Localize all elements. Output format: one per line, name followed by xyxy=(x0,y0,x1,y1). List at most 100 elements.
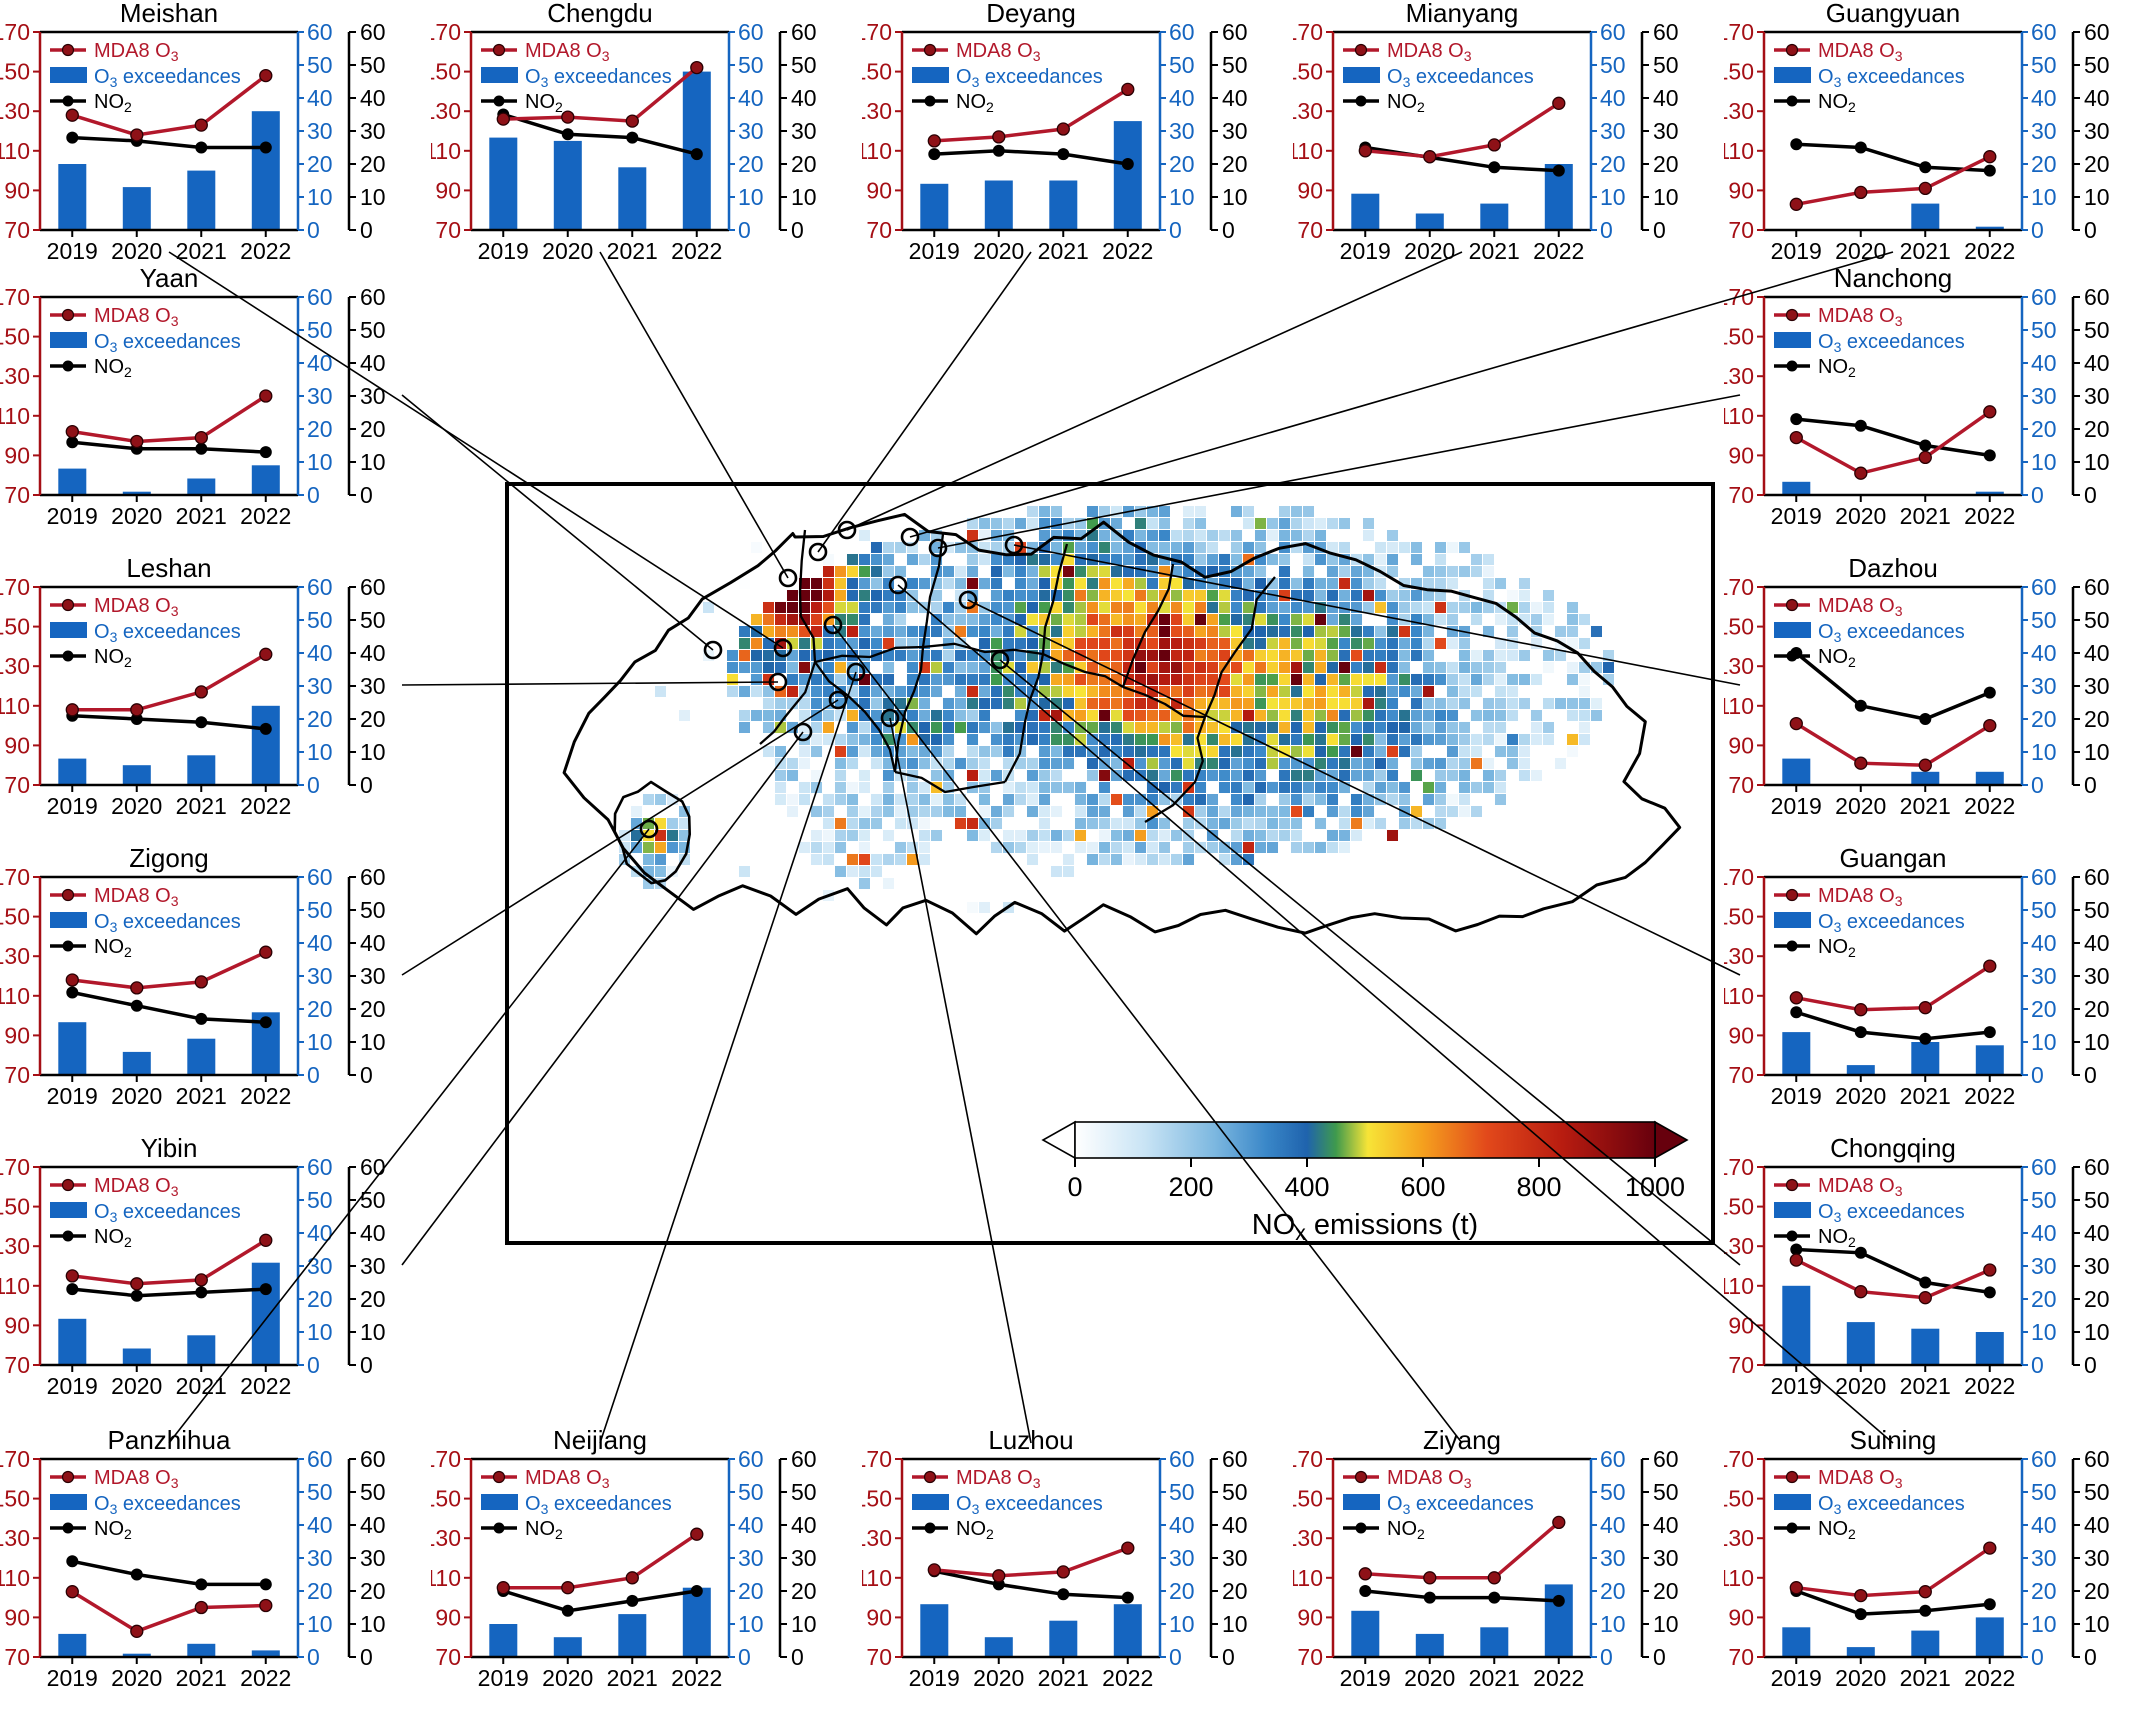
svg-text:2022: 2022 xyxy=(1102,1665,1153,1691)
svg-text:0: 0 xyxy=(360,1644,373,1670)
svg-text:150: 150 xyxy=(0,324,30,350)
no2-marker xyxy=(66,436,79,449)
svg-text:130: 130 xyxy=(431,98,461,124)
mda8-marker xyxy=(690,1527,704,1541)
svg-text:20: 20 xyxy=(2084,706,2110,732)
legend-mda8-label: MDA8 O3 xyxy=(1387,40,1472,64)
no2-axis: 60 50 40 30 20 10 0 xyxy=(1209,1446,1248,1670)
no2-line xyxy=(71,990,266,1024)
svg-text:2019: 2019 xyxy=(1340,1665,1391,1691)
svg-text:40: 40 xyxy=(2084,350,2110,376)
mda8-line xyxy=(503,1532,698,1590)
svg-text:2019: 2019 xyxy=(1771,793,1822,819)
svg-text:20: 20 xyxy=(738,151,764,177)
x-axis-ticks: 2019 2020 2021 2022 xyxy=(47,1075,291,1109)
mda8-marker xyxy=(1487,1571,1501,1585)
city-chart-ziyang: 1701501301109070201920202021202260504030… xyxy=(1285,1425,1679,1691)
mda8-marker xyxy=(1789,430,1803,445)
right-blue-axis: 60 50 40 30 20 10 0 xyxy=(2022,284,2057,508)
o3-exceedance-bar xyxy=(1911,1328,1940,1365)
left-axis-ticks: 170 150 130 110 90 70 xyxy=(0,284,40,508)
svg-text:50: 50 xyxy=(1169,1479,1195,1505)
svg-text:40: 40 xyxy=(307,1512,333,1538)
mda8-line xyxy=(72,652,267,712)
svg-text:70: 70 xyxy=(4,772,30,798)
svg-text:60: 60 xyxy=(307,574,333,600)
x-axis-ticks: 2019 2020 2021 2022 xyxy=(47,495,291,529)
svg-text:30: 30 xyxy=(307,1545,333,1571)
legend-exceedance-label: O3 exceedances xyxy=(94,331,241,355)
right-blue-axis: 60 50 40 30 20 10 0 xyxy=(1160,1446,1195,1670)
left-axis-ticks: 170 150 130 110 90 70 xyxy=(1285,1446,1333,1670)
left-axis-ticks: 170 150 130 110 90 70 xyxy=(1716,1154,1764,1378)
mda8-marker xyxy=(194,118,208,132)
svg-text:2019: 2019 xyxy=(47,1373,98,1399)
mda8-marker xyxy=(1423,150,1437,164)
no2-marker xyxy=(259,141,272,154)
svg-text:70: 70 xyxy=(1297,1644,1323,1670)
svg-text:0: 0 xyxy=(2084,1062,2097,1088)
svg-text:20: 20 xyxy=(2084,1286,2110,1312)
o3-exceedance-bar xyxy=(553,1637,582,1657)
svg-text:50: 50 xyxy=(1653,52,1679,78)
no2-line xyxy=(1796,417,1991,458)
mda8-marker xyxy=(1918,450,1932,465)
chart-cell-chengdu: 1701501301109070201920202021202260504030… xyxy=(423,0,862,269)
chart-cell-guangyuan: 1701501301109070201920202021202260504030… xyxy=(1716,0,2155,269)
mda8-marker xyxy=(1854,185,1868,200)
svg-text:20: 20 xyxy=(791,1578,817,1604)
svg-text:90: 90 xyxy=(1297,1604,1323,1630)
no2-axis: 60 50 40 30 20 10 0 xyxy=(347,1446,386,1670)
chart-title: Yibin xyxy=(141,1135,198,1163)
no2-axis: 60 50 40 30 20 10 0 xyxy=(778,1446,817,1670)
right-blue-axis: 60 50 40 30 20 10 0 xyxy=(2022,19,2057,243)
svg-text:60: 60 xyxy=(2084,574,2110,600)
mda8-marker xyxy=(1423,1571,1437,1585)
chart-title: Dazhou xyxy=(1848,555,1938,583)
right-blue-axis: 60 50 40 30 20 10 0 xyxy=(298,19,333,243)
svg-text:90: 90 xyxy=(4,1022,30,1048)
svg-text:170: 170 xyxy=(0,574,30,600)
svg-text:110: 110 xyxy=(1724,693,1754,719)
svg-text:70: 70 xyxy=(435,217,461,243)
mda8-line xyxy=(1795,964,1991,1012)
no2-line xyxy=(1365,1589,1559,1603)
no2-marker xyxy=(195,1578,208,1591)
svg-text:0: 0 xyxy=(2031,1352,2044,1378)
svg-text:20: 20 xyxy=(1169,151,1195,177)
svg-text:2021: 2021 xyxy=(607,1665,658,1691)
x-axis-ticks: 2019 2020 2021 2022 xyxy=(47,1365,291,1399)
svg-text:40: 40 xyxy=(360,350,386,376)
city-chart-suining: 1701501301109070201920202021202260504030… xyxy=(1716,1425,2110,1691)
mda8-marker xyxy=(1789,991,1803,1005)
svg-text:150: 150 xyxy=(1293,59,1323,85)
svg-text:2020: 2020 xyxy=(111,1373,162,1399)
svg-text:50: 50 xyxy=(2031,1479,2057,1505)
x-axis-ticks: 2019 2020 2021 2022 xyxy=(909,1657,1153,1691)
city-chart-guangyuan: 1701501301109070201920202021202260504030… xyxy=(1716,0,2110,264)
x-axis-ticks: 2019 2020 2021 2022 xyxy=(47,785,291,819)
svg-text:10: 10 xyxy=(1222,1611,1248,1637)
svg-text:0: 0 xyxy=(738,1644,751,1670)
svg-text:60: 60 xyxy=(1222,1446,1248,1472)
svg-text:110: 110 xyxy=(431,1565,461,1591)
chart-title: Mianyang xyxy=(1406,0,1519,28)
x-axis-ticks: 2019 2020 2021 2022 xyxy=(1771,495,2015,529)
chart-cell-meishan: 1701501301109070201920202021202260504030… xyxy=(0,0,431,269)
left-axis-ticks: 170 150 130 110 90 70 xyxy=(1716,1446,1764,1670)
mda8-line xyxy=(934,1546,1129,1578)
svg-text:0: 0 xyxy=(360,1062,373,1088)
mda8-marker xyxy=(130,981,144,995)
no2-marker xyxy=(130,1289,143,1302)
o3-exceedance-bar xyxy=(489,137,518,230)
no2-marker xyxy=(1790,138,1803,151)
svg-text:10: 10 xyxy=(2084,1611,2110,1637)
svg-text:60: 60 xyxy=(1600,1446,1626,1472)
svg-text:170: 170 xyxy=(431,19,461,45)
legend-mda8-label: MDA8 O3 xyxy=(1387,1467,1472,1491)
no2-axis: 60 50 40 30 20 10 0 xyxy=(1209,19,1248,243)
svg-text:30: 30 xyxy=(307,963,333,989)
legend-no2-label: NO2 xyxy=(94,1226,132,1250)
svg-text:130: 130 xyxy=(1293,98,1323,124)
svg-text:60: 60 xyxy=(2031,284,2057,310)
